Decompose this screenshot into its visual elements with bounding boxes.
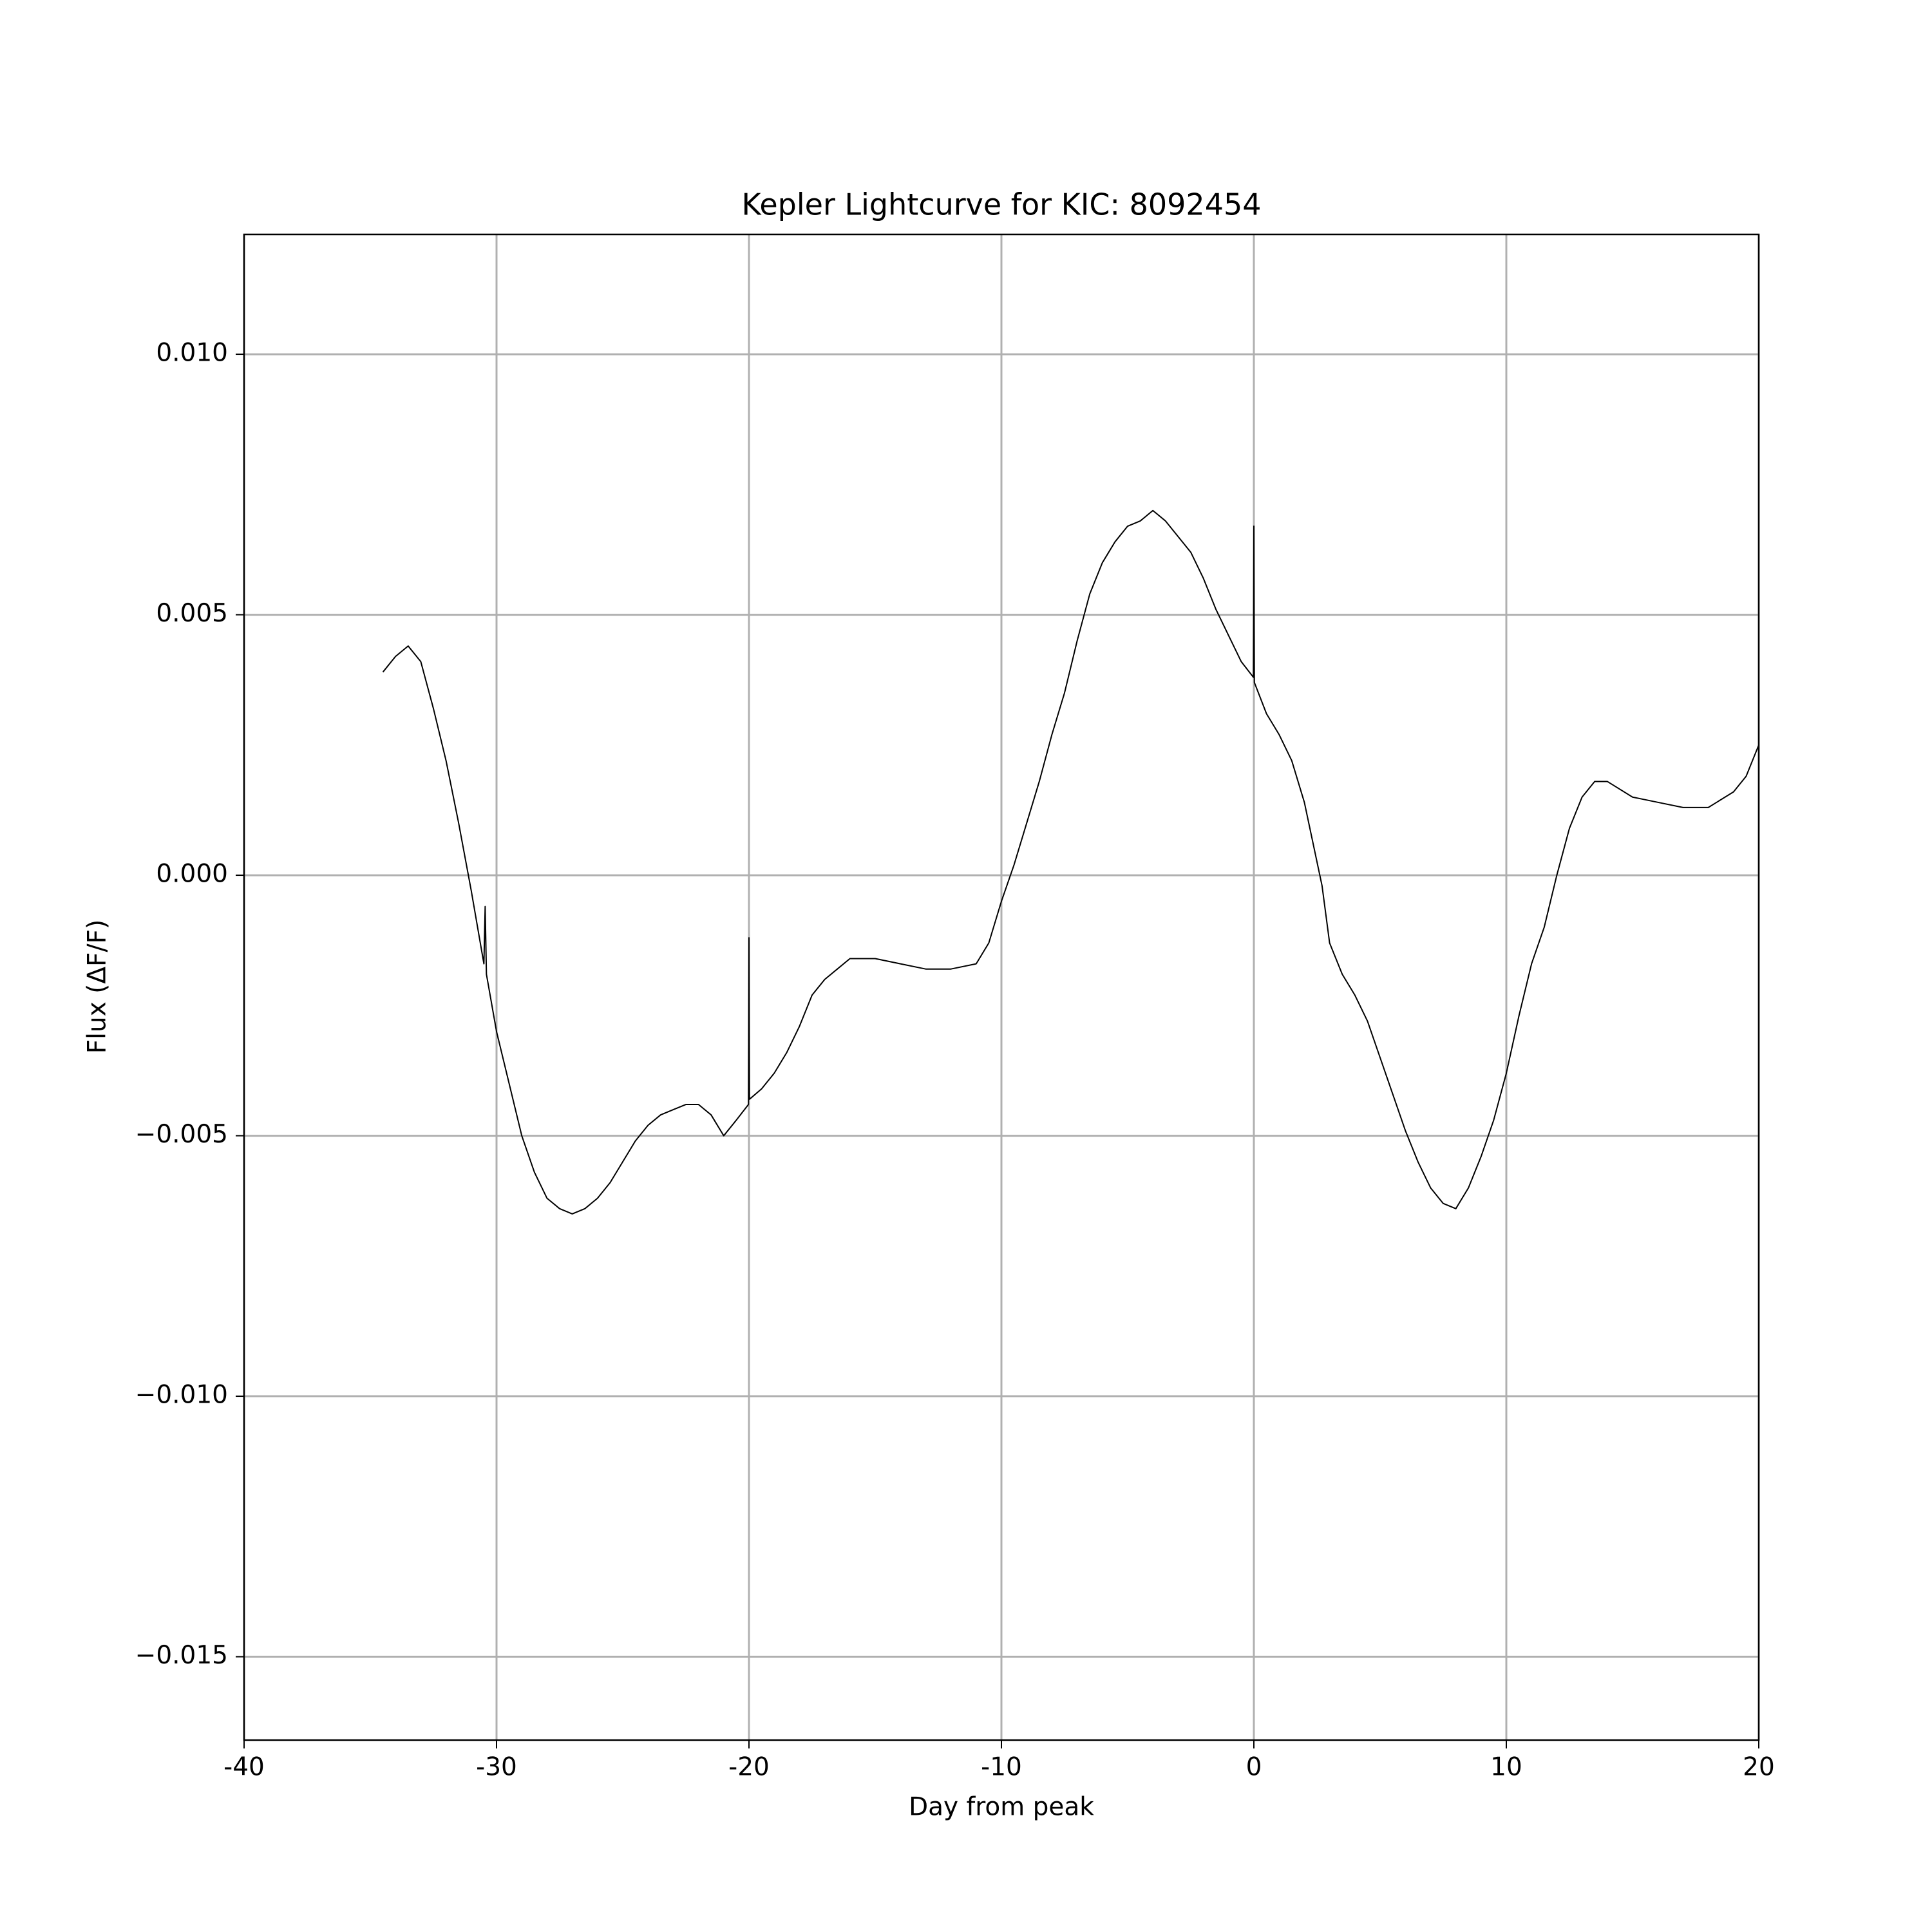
x-tick-label: -20 [728,1753,770,1782]
x-tick-label: -40 [223,1753,265,1782]
y-tick-label: −0.010 [135,1381,228,1410]
plot-frame [243,233,1760,1741]
y-tick-label: 0.000 [156,860,228,889]
y-tick-label: −0.005 [135,1120,228,1149]
x-tick-label: -10 [981,1753,1022,1782]
y-tick-label: 0.005 [156,599,228,628]
x-tick-label: 10 [1490,1753,1522,1782]
chart-title: Kepler Lightcurve for KIC: 8092454 [742,187,1262,222]
y-tick-label: −0.015 [135,1641,228,1670]
flux-line [382,509,1759,1215]
y-tick-label: 0.010 [156,339,228,368]
x-tick-label: -30 [476,1753,517,1782]
x-axis-label: Day from peak [909,1793,1094,1822]
x-tick-label: 0 [1246,1753,1262,1782]
x-tick-label: 20 [1743,1753,1775,1782]
y-axis-label: Flux (ΔF/F) [83,920,112,1054]
